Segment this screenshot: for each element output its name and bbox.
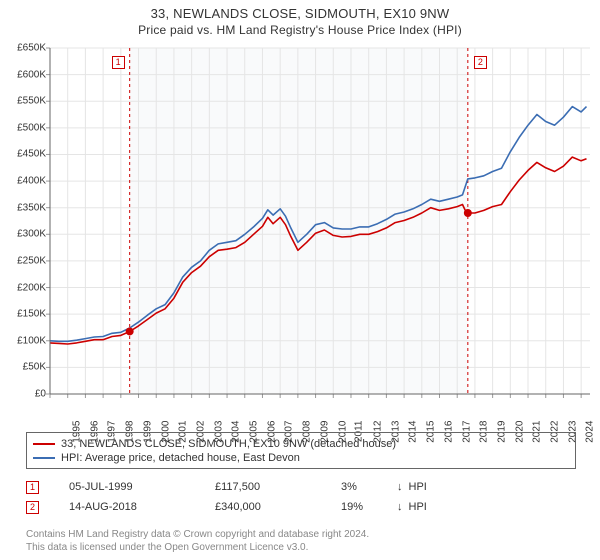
annotation-date: 14-AUG-2018: [45, 501, 209, 513]
annotation-hpi-label: HPI: [409, 501, 459, 513]
footer-line: This data is licensed under the Open Gov…: [26, 541, 369, 554]
y-tick-label: £600K: [17, 69, 46, 80]
legend-block: 33, NEWLANDS CLOSE, SIDMOUTH, EX10 9NW (…: [26, 432, 574, 517]
arrow-down-icon: ↓: [397, 481, 403, 493]
marker-dot: [126, 327, 134, 335]
annotation-row: 2 14-AUG-2018 £340,000 19% ↓ HPI: [26, 497, 574, 517]
page-title: 33, NEWLANDS CLOSE, SIDMOUTH, EX10 9NW: [0, 0, 600, 21]
y-axis: £0£50K£100K£150K£200K£250K£300K£350K£400…: [0, 48, 50, 394]
y-tick-label: £150K: [17, 309, 46, 320]
y-tick-label: £200K: [17, 282, 46, 293]
annotation-pct: 3%: [341, 481, 391, 493]
y-tick-label: £0: [35, 389, 46, 400]
y-tick-label: £550K: [17, 96, 46, 107]
annotation-price: £117,500: [215, 481, 335, 493]
marker-dot: [464, 209, 472, 217]
y-tick-label: £400K: [17, 176, 46, 187]
legend-box: 33, NEWLANDS CLOSE, SIDMOUTH, EX10 9NW (…: [26, 432, 576, 469]
legend-row: HPI: Average price, detached house, East…: [33, 451, 569, 465]
annotation-marker: 2: [26, 501, 39, 514]
footer-line: Contains HM Land Registry data © Crown c…: [26, 528, 369, 541]
y-tick-label: £450K: [17, 149, 46, 160]
y-tick-label: £50K: [23, 362, 46, 373]
y-tick-label: £300K: [17, 229, 46, 240]
y-tick-label: £650K: [17, 43, 46, 54]
annotation-table: 1 05-JUL-1999 £117,500 3% ↓ HPI 2 14-AUG-2018 £3…: [26, 477, 574, 517]
legend-label: HPI: Average price, detached house, East…: [61, 452, 300, 464]
page-subtitle: Price paid vs. HM Land Registry's House …: [0, 21, 600, 37]
annotation-price: £340,000: [215, 501, 335, 513]
y-tick-label: £250K: [17, 255, 46, 266]
legend-label: 33, NEWLANDS CLOSE, SIDMOUTH, EX10 9NW (…: [61, 438, 396, 450]
y-tick-label: £100K: [17, 335, 46, 346]
marker-label: 2: [474, 56, 487, 69]
legend-swatch-hpi: [33, 457, 55, 459]
annotation-date: 05-JUL-1999: [45, 481, 209, 493]
annotation-hpi-label: HPI: [409, 481, 459, 493]
chart-container: £0 £50K £100K £150K £200K £250K £300K £350K £400…: [0, 48, 600, 426]
annotation-marker: 1: [26, 481, 39, 494]
arrow-down-icon: ↓: [397, 501, 403, 513]
x-axis: 1995199619971998199920002001200220032004…: [50, 394, 590, 426]
legend-row: 33, NEWLANDS CLOSE, SIDMOUTH, EX10 9NW (…: [33, 437, 569, 451]
footer: Contains HM Land Registry data © Crown c…: [26, 528, 369, 554]
y-tick-label: £350K: [17, 202, 46, 213]
legend-swatch-property: [33, 443, 55, 445]
y-tick-label: £500K: [17, 122, 46, 133]
plot-area: 12: [50, 48, 590, 394]
x-tick-label: 2024: [585, 421, 596, 443]
marker-label: 1: [112, 56, 125, 69]
annotation-row: 1 05-JUL-1999 £117,500 3% ↓ HPI: [26, 477, 574, 497]
annotation-pct: 19%: [341, 501, 391, 513]
